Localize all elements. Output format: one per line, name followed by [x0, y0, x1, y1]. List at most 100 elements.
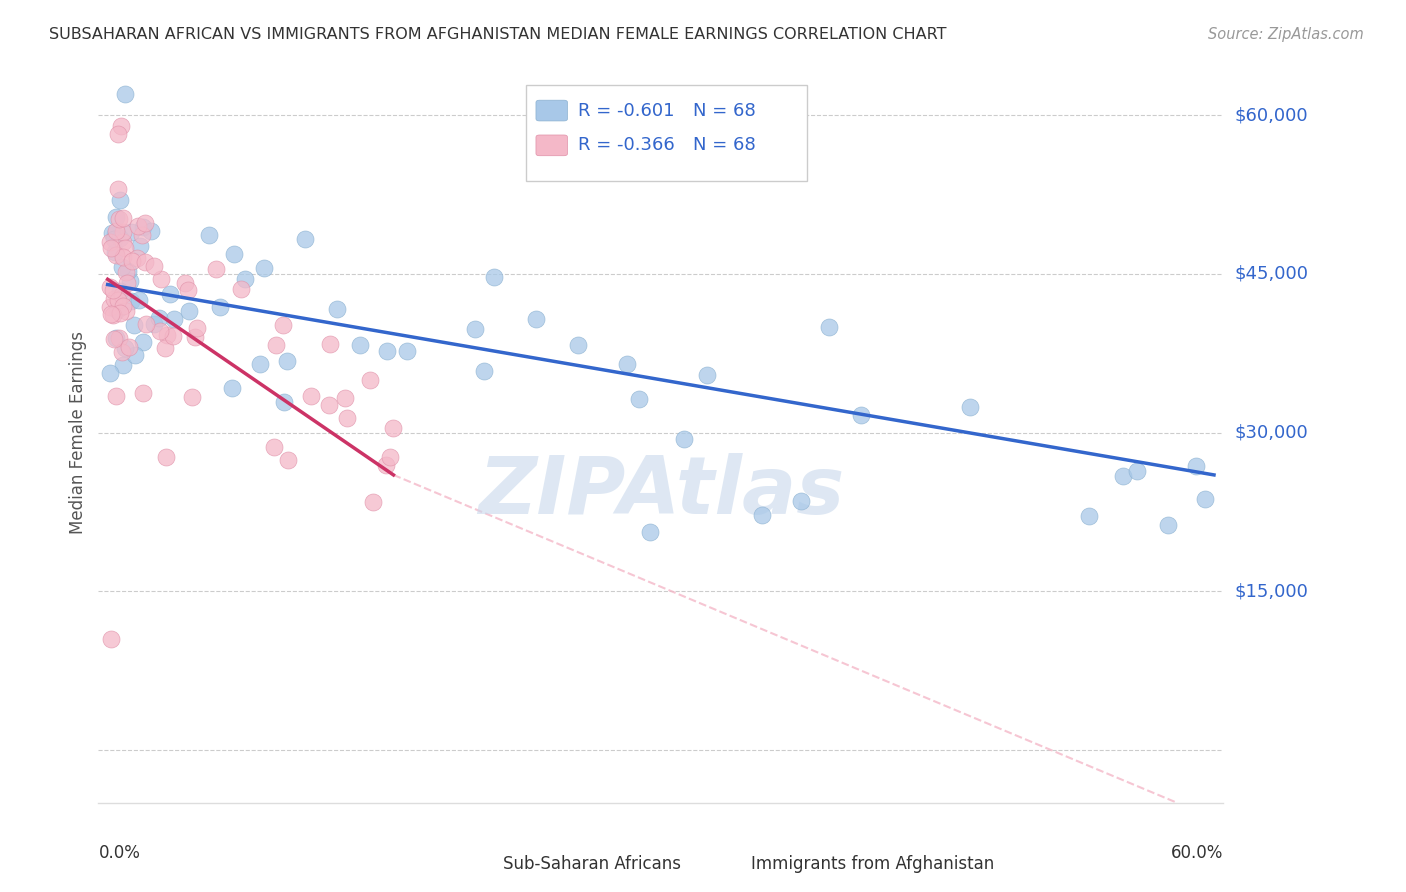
Point — [101, 283, 124, 297]
Point — [472, 364, 495, 378]
Point — [107, 127, 129, 141]
Point — [108, 231, 131, 245]
Point — [149, 324, 172, 338]
Point — [110, 119, 132, 133]
Point — [105, 248, 128, 262]
Point — [107, 293, 129, 307]
Point — [120, 293, 142, 308]
Point — [1184, 458, 1206, 473]
Point — [111, 260, 134, 275]
Point — [112, 299, 135, 313]
Point — [276, 354, 298, 368]
Point — [134, 254, 156, 268]
Point — [131, 227, 153, 242]
Text: N = 68: N = 68 — [693, 102, 756, 120]
Point — [141, 224, 163, 238]
Point — [114, 241, 136, 255]
Point — [1126, 464, 1149, 478]
Point — [112, 211, 135, 225]
Point — [751, 508, 773, 522]
Point — [319, 337, 342, 351]
Point — [359, 373, 381, 387]
FancyBboxPatch shape — [526, 85, 807, 181]
FancyBboxPatch shape — [536, 100, 568, 121]
Point — [333, 392, 356, 406]
Point — [524, 312, 547, 326]
Point — [205, 262, 228, 277]
Point — [111, 225, 134, 239]
Point — [186, 321, 208, 335]
Point — [790, 494, 813, 508]
Point — [124, 348, 146, 362]
Point — [1194, 491, 1216, 506]
Point — [224, 246, 246, 260]
Y-axis label: Median Female Earnings: Median Female Earnings — [69, 331, 87, 534]
Point — [349, 338, 371, 352]
Point — [118, 340, 141, 354]
Point — [183, 330, 205, 344]
Point — [638, 525, 661, 540]
Point — [209, 301, 232, 315]
Point — [150, 271, 173, 285]
Point — [318, 398, 340, 412]
Point — [695, 368, 717, 383]
Point — [377, 343, 399, 358]
Point — [174, 276, 197, 290]
Point — [567, 338, 589, 352]
Point — [155, 450, 177, 465]
Point — [105, 303, 128, 318]
Point — [104, 227, 127, 242]
Point — [263, 440, 285, 454]
Point — [103, 332, 125, 346]
Point — [114, 304, 136, 318]
Text: N = 68: N = 68 — [693, 136, 756, 154]
Point — [114, 87, 136, 102]
Point — [162, 329, 184, 343]
Point — [108, 193, 131, 207]
FancyBboxPatch shape — [714, 854, 744, 873]
Text: SUBSAHARAN AFRICAN VS IMMIGRANTS FROM AFGHANISTAN MEDIAN FEMALE EARNINGS CORRELA: SUBSAHARAN AFRICAN VS IMMIGRANTS FROM AF… — [49, 27, 946, 42]
Point — [380, 450, 402, 465]
Point — [115, 265, 138, 279]
Point — [235, 272, 257, 286]
Point — [266, 338, 288, 352]
Point — [1157, 517, 1180, 532]
Point — [125, 251, 148, 265]
Point — [221, 381, 243, 395]
Point — [120, 274, 142, 288]
Point — [159, 287, 181, 301]
Point — [107, 182, 129, 196]
Point — [616, 357, 638, 371]
Point — [105, 389, 128, 403]
Point — [143, 317, 166, 331]
Point — [104, 211, 127, 225]
Point — [108, 306, 131, 320]
Point — [132, 334, 155, 349]
Point — [115, 276, 138, 290]
Point — [127, 219, 149, 234]
Point — [111, 359, 134, 373]
Point — [148, 311, 170, 326]
Point — [98, 300, 121, 314]
Point — [673, 432, 696, 446]
Point — [336, 411, 359, 425]
Point — [249, 357, 271, 371]
Point — [108, 331, 131, 345]
FancyBboxPatch shape — [536, 135, 568, 156]
Text: Immigrants from Afghanistan: Immigrants from Afghanistan — [751, 855, 994, 872]
Point — [101, 309, 124, 323]
Point — [271, 318, 294, 332]
Point — [132, 219, 155, 234]
Point — [156, 327, 179, 342]
Point — [111, 287, 134, 301]
Point — [326, 301, 349, 316]
Point — [294, 232, 316, 246]
Point — [395, 343, 418, 358]
Point — [464, 322, 486, 336]
Point — [134, 216, 156, 230]
Point — [627, 392, 650, 406]
Point — [1112, 469, 1135, 483]
Point — [121, 254, 143, 268]
Point — [111, 345, 134, 359]
Point — [114, 341, 136, 355]
